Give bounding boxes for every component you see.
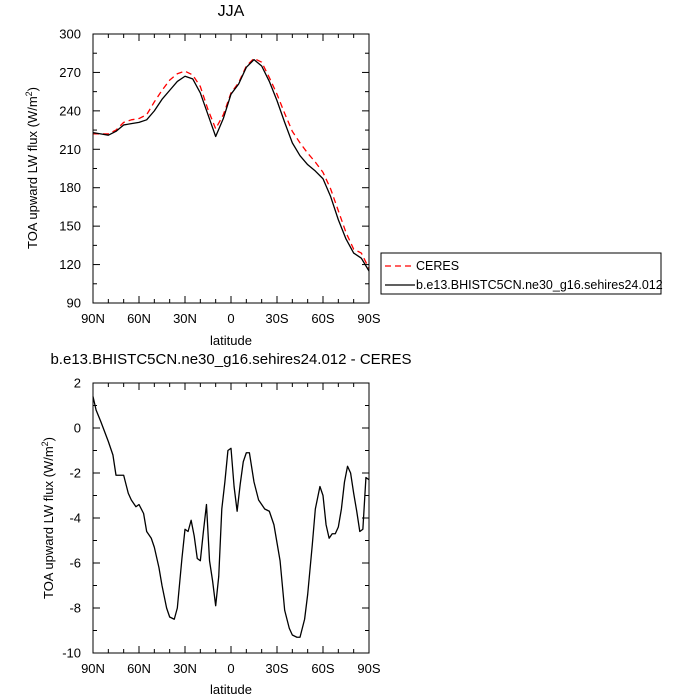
top-x-tick-label-3: 0: [227, 311, 234, 326]
bottom-chart-plot-frame: [92, 382, 370, 654]
top-chart-y-axis-label: TOA upward LW flux (W/m2): [24, 87, 40, 249]
bottom-y-tick-label-0: -10: [62, 646, 81, 661]
bottom-y-tick-label-5: 0: [74, 421, 81, 436]
top-chart-y-label-superscript: 2: [24, 91, 34, 96]
bottom-chart-y-label-main: TOA upward LW flux (W/m: [41, 446, 56, 599]
top-chart-legend: CERES b.e13.BHISTC5CN.ne30_g16.sehires24…: [380, 252, 663, 295]
top-chart-axes: 90N 60N 30N 0 30S 60S 90S 90 120 150 180 210 240 270 3…: [59, 27, 381, 327]
bottom-y-tick-label-4: -2: [69, 466, 81, 481]
bottom-y-tick-label-6: 2: [74, 376, 81, 391]
top-x-tick-label-4: 30S: [265, 311, 288, 326]
bottom-y-tick-label-3: -4: [69, 511, 81, 526]
top-x-tick-label-5: 60S: [311, 311, 334, 326]
top-model-series-line: [92, 58, 370, 272]
legend-label-ceres: CERES: [416, 259, 459, 273]
top-x-tick-label-2: 30N: [173, 311, 197, 326]
legend-label-model: b.e13.BHISTC5CN.ne30_g16.sehires24.012: [416, 278, 663, 292]
top-ceres-series-line: [93, 57, 370, 269]
bottom-x-tick-label-0: 90N: [81, 661, 105, 676]
top-chart-y-label-main: TOA upward LW flux (W/m: [25, 96, 40, 249]
bottom-chart-title: b.e13.BHISTC5CN.ne30_g16.sehires24.012 -…: [50, 351, 411, 368]
bottom-x-tick-label-6: 90S: [357, 661, 380, 676]
bottom-panel-line-chart: b.e13.BHISTC5CN.ne30_g16.sehires24.012 -…: [40, 351, 412, 697]
top-x-tick-label-6: 90S: [357, 311, 380, 326]
bottom-x-tick-label-2: 30N: [173, 661, 197, 676]
legend-box: [380, 252, 662, 295]
bottom-y-tick-label-1: -8: [69, 601, 81, 616]
top-y-tick-label-6: 270: [59, 65, 81, 80]
top-y-tick-label-4: 210: [59, 142, 81, 157]
bottom-difference-series-line: [92, 396, 370, 638]
top-y-tick-label-5: 240: [59, 103, 81, 118]
top-x-tick-label-1: 60N: [127, 311, 151, 326]
top-y-tick-label-7: 300: [59, 27, 81, 42]
top-x-tick-label-0: 90N: [81, 311, 105, 326]
bottom-chart-y-axis-label: TOA upward LW flux (W/m2): [40, 437, 56, 599]
bottom-x-tick-label-1: 60N: [127, 661, 151, 676]
top-y-tick-label-2: 150: [59, 219, 81, 234]
top-chart-y-label-tail: ): [25, 87, 40, 91]
top-chart-x-axis-label: latitude: [210, 333, 252, 348]
top-y-tick-label-3: 180: [59, 180, 81, 195]
top-chart-title: JJA: [218, 3, 245, 20]
top-chart-plot-frame: [92, 33, 370, 304]
top-chart-series-lines: [92, 57, 370, 272]
bottom-chart-x-axis-label: latitude: [210, 682, 252, 697]
bottom-x-tick-label-5: 60S: [311, 661, 334, 676]
top-panel-line-chart: JJA 90N 60N 30N 0 30S 60S 90S 90 120 150 180 210 240…: [24, 3, 381, 348]
top-y-tick-label-1: 120: [59, 257, 81, 272]
top-y-tick-label-0: 90: [67, 296, 81, 311]
bottom-chart-y-label-superscript: 2: [40, 441, 50, 446]
bottom-chart-axes: 90N 60N 30N 0 30S 60S 90S -10 -8 -6 -4 -2 0 2: [62, 376, 381, 677]
bottom-x-tick-label-4: 30S: [265, 661, 288, 676]
bottom-x-tick-label-3: 0: [227, 661, 234, 676]
bottom-chart-y-label-tail: ): [41, 437, 56, 441]
bottom-y-tick-label-2: -6: [69, 556, 81, 571]
bottom-chart-series-lines: [92, 396, 370, 638]
